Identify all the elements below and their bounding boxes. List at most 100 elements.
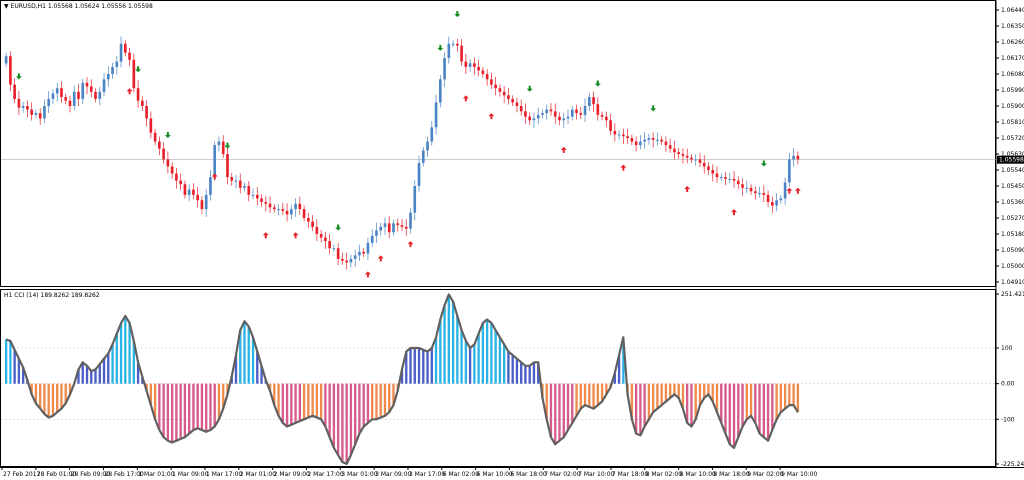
candle-body bbox=[643, 139, 646, 142]
candle-body bbox=[626, 136, 629, 138]
candle-body bbox=[579, 113, 583, 115]
cci-bar bbox=[677, 383, 680, 398]
cci-bar bbox=[464, 340, 468, 384]
cci-bar bbox=[447, 294, 450, 384]
cci-bar bbox=[119, 323, 123, 384]
cci-bar bbox=[715, 383, 719, 413]
cci-bar bbox=[596, 383, 599, 406]
cci-bar bbox=[703, 383, 706, 398]
candle-body bbox=[392, 223, 395, 233]
cci-bar bbox=[720, 383, 723, 423]
cci-bar bbox=[21, 367, 25, 384]
cci-bar bbox=[64, 383, 67, 404]
candle-body bbox=[21, 106, 25, 108]
cci-bar bbox=[358, 383, 361, 434]
cci-bar bbox=[302, 383, 306, 420]
cci-bar bbox=[494, 330, 497, 384]
cci-bar bbox=[400, 369, 404, 384]
cci-bar bbox=[98, 364, 101, 384]
cci-bar bbox=[439, 319, 442, 384]
price-label: 1.05720 bbox=[1001, 135, 1024, 142]
cci-bar bbox=[298, 383, 302, 422]
cci-bar bbox=[77, 369, 80, 384]
candle-body bbox=[421, 150, 425, 163]
cci-bar bbox=[686, 383, 689, 423]
candle-body bbox=[85, 82, 89, 87]
time-label: 28 Feb 17:00 bbox=[104, 471, 144, 478]
cci-bar bbox=[166, 383, 170, 441]
cci-bar bbox=[796, 383, 800, 413]
candle-body bbox=[341, 258, 344, 261]
cci-bar bbox=[183, 383, 187, 438]
candle-body bbox=[247, 186, 251, 195]
price-label: 1.04910 bbox=[1001, 279, 1024, 286]
cci-bar bbox=[788, 383, 791, 406]
candle-body bbox=[443, 58, 446, 80]
price-panel[interactable] bbox=[0, 0, 996, 287]
time-label: 1 Mar 01:00 bbox=[138, 471, 174, 478]
candle-body bbox=[609, 120, 612, 131]
cci-bar bbox=[17, 358, 21, 384]
candle-body bbox=[732, 178, 736, 181]
candle-body bbox=[285, 210, 289, 215]
cci-axis-label: -225.2417 bbox=[1001, 461, 1024, 468]
cci-bar bbox=[669, 383, 672, 398]
cci-bar bbox=[222, 383, 225, 409]
candle-body bbox=[319, 234, 323, 238]
cci-axis-label: 100 bbox=[1001, 345, 1013, 352]
cci-bar bbox=[90, 371, 93, 384]
candle-body bbox=[498, 88, 502, 92]
candle-body bbox=[281, 209, 285, 211]
candle-body bbox=[72, 91, 76, 106]
candle-body bbox=[358, 251, 361, 256]
cci-bar bbox=[656, 383, 659, 409]
cci-bar bbox=[277, 383, 280, 416]
cci-bar bbox=[545, 383, 548, 420]
candle-body bbox=[647, 138, 651, 140]
cci-bar bbox=[579, 383, 582, 409]
cci-bar bbox=[643, 383, 646, 427]
candle-body bbox=[272, 207, 276, 210]
price-label: 1.05810 bbox=[1001, 119, 1024, 126]
candle-body bbox=[13, 84, 16, 99]
cci-bar bbox=[724, 383, 727, 434]
time-label: 8 Mar 18:00 bbox=[713, 471, 749, 478]
cci-bar bbox=[745, 383, 748, 420]
cci-bar bbox=[319, 383, 323, 420]
sell-arrow-icon bbox=[594, 80, 601, 87]
candle-body bbox=[762, 193, 766, 195]
candle-body bbox=[485, 74, 489, 80]
candle-body bbox=[596, 104, 600, 115]
buy-arrow-icon bbox=[620, 164, 627, 171]
candle-body bbox=[294, 203, 297, 210]
candle-body bbox=[362, 251, 366, 254]
cci-bar bbox=[51, 383, 55, 416]
candle-body bbox=[298, 203, 302, 210]
time-label: 7 Mar 18:00 bbox=[612, 471, 648, 478]
candle-body bbox=[153, 132, 157, 142]
cci-bar bbox=[294, 383, 297, 423]
candle-body bbox=[456, 43, 459, 46]
candle-body bbox=[549, 109, 553, 112]
candle-body bbox=[30, 109, 33, 115]
cci-bar bbox=[417, 348, 421, 384]
candle-body bbox=[166, 159, 170, 167]
candle-body bbox=[302, 209, 306, 218]
cci-panel[interactable] bbox=[0, 289, 996, 467]
cci-bar bbox=[477, 333, 480, 384]
candle-body bbox=[277, 209, 280, 211]
cci-bar bbox=[9, 340, 12, 384]
cci-bar bbox=[256, 351, 259, 384]
candle-body bbox=[430, 127, 434, 142]
candle-body bbox=[311, 221, 314, 227]
cci-bar bbox=[664, 383, 668, 402]
cci-axis-label: 251.4214 bbox=[1001, 291, 1024, 298]
time-label: 1 Mar 09:00 bbox=[172, 471, 208, 478]
candle-body bbox=[685, 155, 689, 158]
candle-body bbox=[745, 187, 749, 189]
cci-bar bbox=[290, 383, 293, 425]
sell-arrow-icon bbox=[15, 73, 22, 80]
cci-bar bbox=[651, 383, 655, 413]
cci-bar bbox=[94, 369, 97, 384]
